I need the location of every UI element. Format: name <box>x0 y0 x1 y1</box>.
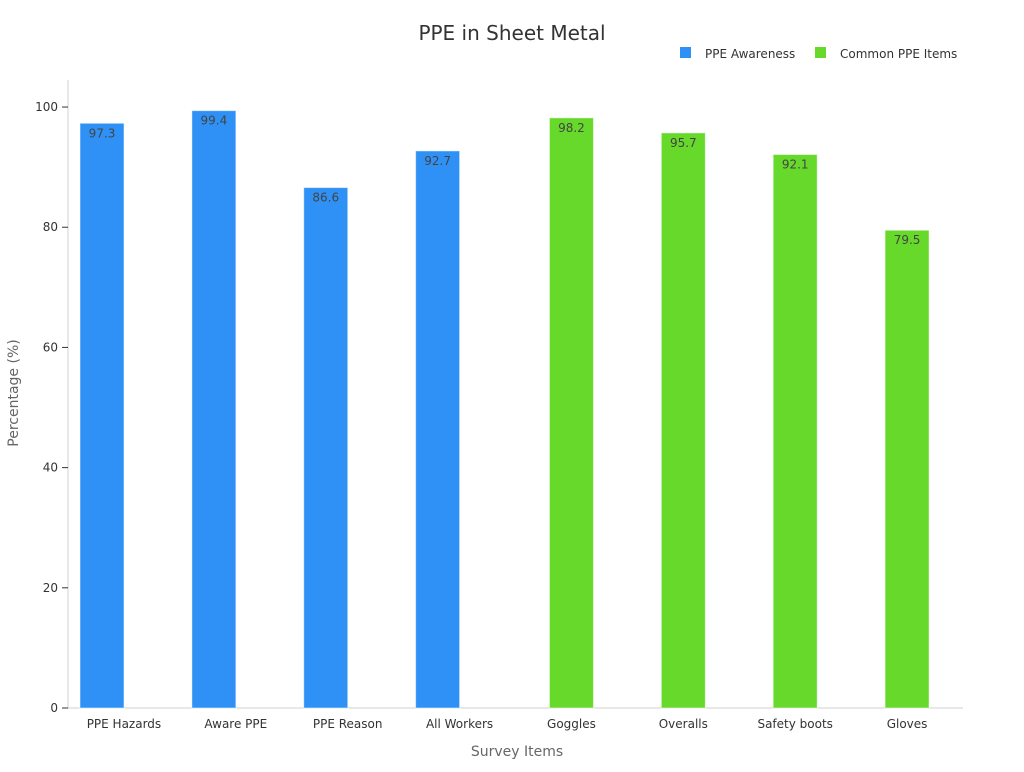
value-label-gloves: 79.5 <box>894 233 921 247</box>
y-tick-label: 0 <box>50 701 58 715</box>
legend-label-ppe-awareness[interactable]: PPE Awareness <box>705 47 795 61</box>
bar-ppe-reason[interactable] <box>303 187 349 709</box>
value-label-safety-boots: 92.1 <box>782 158 809 172</box>
x-tick-label-ppe-hazards: PPE Hazards <box>87 717 162 731</box>
value-label-ppe-reason: 86.6 <box>312 191 339 205</box>
value-label-overalls: 95.7 <box>670 136 697 150</box>
y-axis: 0 20 40 60 80 100 <box>35 80 69 715</box>
y-tick-label: 100 <box>35 100 58 114</box>
value-labels: 97.3 99.4 86.6 92.7 98.2 95.7 92.1 79.5 <box>89 114 921 248</box>
x-tick-label-gloves: Gloves <box>887 717 928 731</box>
legend-swatch-ppe-awareness <box>680 47 691 58</box>
x-tick-label-aware-ppe: Aware PPE <box>204 717 267 731</box>
bar-goggles[interactable] <box>548 117 594 709</box>
value-label-goggles: 98.2 <box>558 121 585 135</box>
x-axis: PPE Hazards Aware PPE PPE Reason All Worker… <box>68 707 963 731</box>
legend-swatch-common-ppe-items <box>815 47 826 58</box>
bar-overalls[interactable] <box>660 132 706 709</box>
bars <box>79 110 930 709</box>
y-tick-label: 60 <box>43 340 58 354</box>
legend-label-common-ppe-items[interactable]: Common PPE Items <box>840 47 957 61</box>
bar-gloves[interactable] <box>884 229 930 709</box>
bar-ppe-hazards[interactable] <box>79 122 125 709</box>
x-tick-label-overalls: Overalls <box>659 717 708 731</box>
value-label-all-workers: 92.7 <box>424 154 451 168</box>
chart-title: PPE in Sheet Metal <box>418 21 605 45</box>
y-tick-label: 20 <box>43 581 58 595</box>
y-axis-label: Percentage (%) <box>6 339 22 446</box>
x-tick-label-goggles: Goggles <box>547 717 596 731</box>
x-tick-label-all-workers: All Workers <box>426 717 493 731</box>
bar-safety-boots[interactable] <box>772 154 818 709</box>
legend: PPE Awareness Common PPE Items <box>680 47 957 61</box>
value-label-ppe-hazards: 97.3 <box>89 126 116 140</box>
bar-all-workers[interactable] <box>415 150 461 709</box>
x-tick-label-ppe-reason: PPE Reason <box>313 717 383 731</box>
y-tick-label: 80 <box>43 220 58 234</box>
value-label-aware-ppe: 99.4 <box>201 114 228 128</box>
y-tick-label: 40 <box>43 461 58 475</box>
x-axis-label: Survey Items <box>471 744 563 760</box>
bar-aware-ppe[interactable] <box>191 110 237 709</box>
x-tick-label-safety-boots: Safety boots <box>757 717 832 731</box>
